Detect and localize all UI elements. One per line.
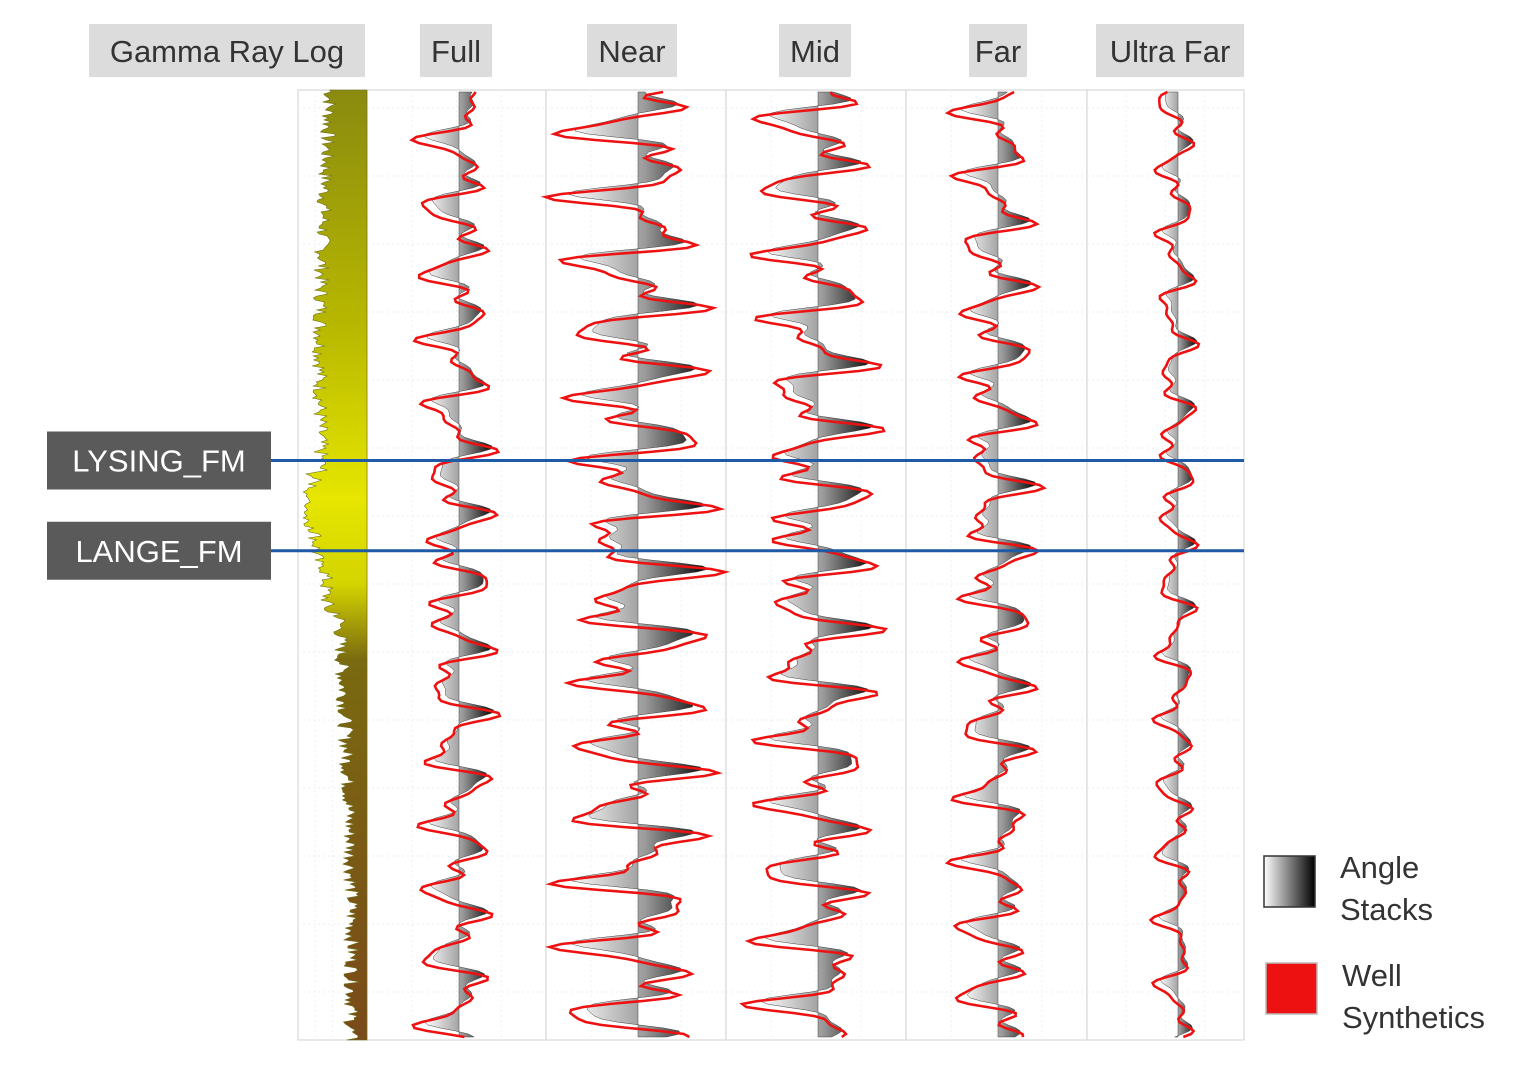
trace-near xyxy=(540,90,731,1039)
panel-header-bg xyxy=(779,24,851,77)
legend-gradient-swatch xyxy=(1263,855,1316,908)
panel-header-label: Gamma Ray Log xyxy=(110,34,344,69)
panel-header-5: Ultra Far xyxy=(1096,24,1244,77)
panels-layer xyxy=(297,89,1245,1041)
panel-header-label: Far xyxy=(975,34,1022,69)
formation-label-bg xyxy=(47,521,271,580)
well-synthetic-curve xyxy=(739,91,889,1039)
panel-header-1: Full xyxy=(420,24,492,77)
legend: Angle Stacks Well Synthetics xyxy=(1263,850,1485,1035)
panel-header-4: Far xyxy=(969,24,1027,77)
panel-header-bg xyxy=(420,24,492,77)
formation-label: LANGE_FM xyxy=(75,534,242,569)
angle-stack-fill xyxy=(566,91,710,1038)
gamma-ray-fill xyxy=(302,89,368,1041)
well-synthetic-curve xyxy=(944,90,1047,1038)
panel-header-2: Near xyxy=(587,24,677,77)
panel-header-label: Ultra Far xyxy=(1110,34,1231,69)
panel-2 xyxy=(545,89,727,1041)
legend-color-swatch xyxy=(1265,962,1318,1015)
formation-top-lysing_fm: LYSING_FM xyxy=(47,431,1244,490)
panel-header-bg xyxy=(89,24,365,77)
trace-full xyxy=(409,91,502,1039)
panel-header-label: Mid xyxy=(790,34,840,69)
trace-mid xyxy=(739,91,889,1039)
trace-ultra-far xyxy=(1148,90,1201,1039)
formation-top-lange_fm: LANGE_FM xyxy=(47,521,1244,580)
legend-label: Angle xyxy=(1340,850,1419,885)
well-synthetic-curve xyxy=(540,90,731,1039)
gamma-ray-log xyxy=(302,89,368,1041)
angle-stack-fill xyxy=(759,91,876,1038)
trace-far xyxy=(944,90,1047,1038)
legend-label: Synthetics xyxy=(1342,1000,1485,1035)
legend-well-synthetics: Well Synthetics xyxy=(1265,958,1485,1035)
formation-label-bg xyxy=(47,431,271,490)
formation-tops: LYSING_FM LANGE_FM xyxy=(47,431,1244,580)
well-synthetic-curve xyxy=(1148,90,1201,1039)
panel-header-3: Mid xyxy=(779,24,851,77)
legend-label: Well xyxy=(1342,958,1402,993)
panel-header-bg xyxy=(969,24,1027,77)
panel-header-label: Full xyxy=(431,34,481,69)
legend-label: Stacks xyxy=(1340,892,1433,927)
formation-label: LYSING_FM xyxy=(72,444,245,479)
panel-headers: Gamma Ray Log Full Near Mid Far Ultra Far xyxy=(89,24,1244,77)
angle-stack-fill xyxy=(960,91,1037,1038)
legend-angle-stacks: Angle Stacks xyxy=(1263,850,1433,927)
panel-header-0: Gamma Ray Log xyxy=(89,24,365,77)
panel-header-bg xyxy=(1096,24,1244,77)
panel-header-label: Near xyxy=(598,34,665,69)
panel-header-bg xyxy=(587,24,677,77)
panel-3 xyxy=(725,89,907,1041)
panel-5 xyxy=(1086,89,1245,1041)
well-synthetic-curve xyxy=(409,91,502,1039)
